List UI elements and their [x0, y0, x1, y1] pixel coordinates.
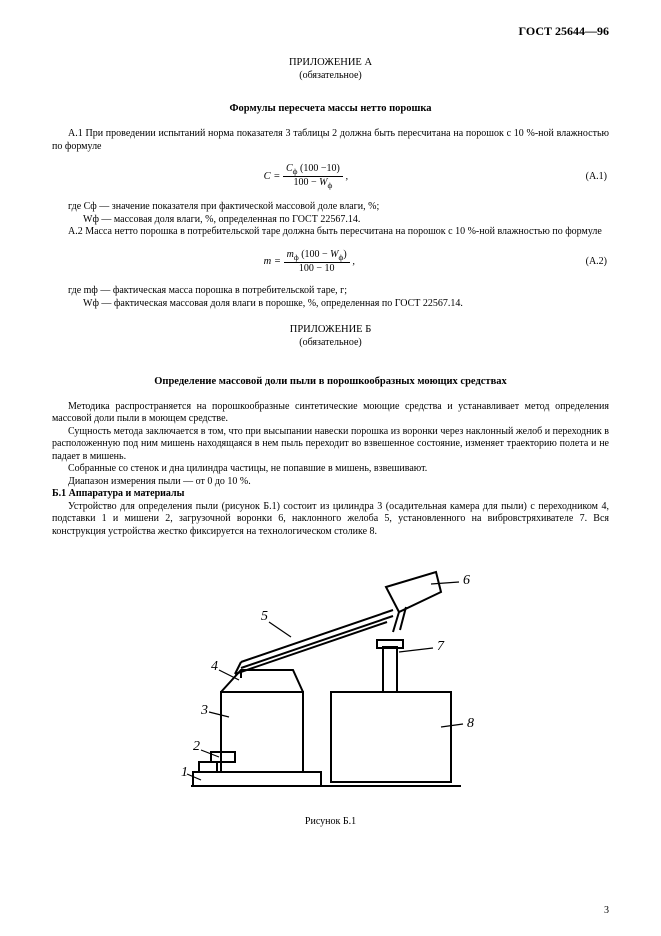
- f2-tail: ,: [352, 255, 355, 266]
- appendix-b-title: ПРИЛОЖЕНИЕ Б: [52, 324, 609, 335]
- figure-b1: 1 2 3 4 5 6 7 8 Рисунок Б.1: [52, 552, 609, 827]
- where-a1-a: где Cф — значение показателя при фактиче…: [52, 200, 609, 213]
- f2-bot: 100 − 10: [284, 263, 350, 274]
- figure-b1-caption: Рисунок Б.1: [52, 816, 609, 827]
- f1-top-a: C: [286, 163, 293, 174]
- f1-bot-a: 100 −: [294, 177, 320, 188]
- figure-label-6: 6: [463, 573, 470, 588]
- f2-top-a: m: [287, 249, 294, 260]
- appendix-a-p2: А.2 Масса нетто порошка в потребительско…: [52, 226, 609, 239]
- figure-label-8: 8: [467, 716, 474, 731]
- figure-label-3: 3: [200, 703, 208, 718]
- formula-a2-num: (А.2): [586, 256, 609, 267]
- appendix-b-h-b1: Б.1 Аппаратура и материалы: [52, 488, 184, 499]
- appendix-b-p3: Собранные со стенок и дна цилиндра части…: [52, 463, 609, 476]
- formula-a2: m = mф (100 − Wф) 100 − 10 , (А.2): [52, 249, 609, 274]
- f2-top-d: ): [343, 249, 346, 260]
- appendix-b-p4: Диапазон измерения пыли — от 0 до 10 %.: [52, 476, 609, 489]
- appendix-a-p1: А.1 При проведении испытаний норма показ…: [52, 128, 609, 153]
- where-a2-b: Wф — фактическая массовая доля влаги в п…: [52, 297, 609, 310]
- formula-a1-lhs: C =: [264, 171, 281, 182]
- formula-a2-lhs: m =: [264, 255, 281, 266]
- figure-label-1: 1: [181, 765, 188, 780]
- f2-top-b: (100 −: [299, 249, 330, 260]
- appendix-a-title: ПРИЛОЖЕНИЕ А: [52, 57, 609, 68]
- f1-top-b: (100 −10): [298, 163, 340, 174]
- figure-label-4: 4: [211, 659, 218, 674]
- appendix-a-heading: Формулы пересчета массы нетто порошка: [52, 103, 609, 114]
- doc-header: ГОСТ 25644—96: [52, 24, 609, 39]
- f1-tail: ,: [345, 171, 348, 182]
- figure-label-7: 7: [437, 639, 445, 654]
- where-a1-b: Wф — массовая доля влаги, %, определенна…: [52, 213, 609, 226]
- formula-a1-num: (А.1): [586, 171, 609, 182]
- figure-label-5: 5: [261, 609, 268, 624]
- figure-label-2: 2: [193, 739, 200, 754]
- page-number: 3: [604, 905, 609, 916]
- where-a2-a: где mф — фактическая масса порошка в пот…: [52, 284, 609, 297]
- f2-top-c: W: [330, 249, 338, 260]
- appendix-b-heading: Определение массовой доли пыли в порошко…: [52, 376, 609, 387]
- appendix-a-sub: (обязательное): [52, 70, 609, 81]
- appendix-b-p2: Сущность метода заключается в том, что п…: [52, 426, 609, 464]
- formula-a1: C = Cф (100 −10) 100 − Wф , (А.1): [52, 163, 609, 190]
- appendix-b-p1: Методика распространяется на порошкообра…: [52, 401, 609, 426]
- appendix-b-p5: Устройство для определения пыли (рисунок…: [52, 501, 609, 539]
- appendix-b-sub: (обязательное): [52, 337, 609, 348]
